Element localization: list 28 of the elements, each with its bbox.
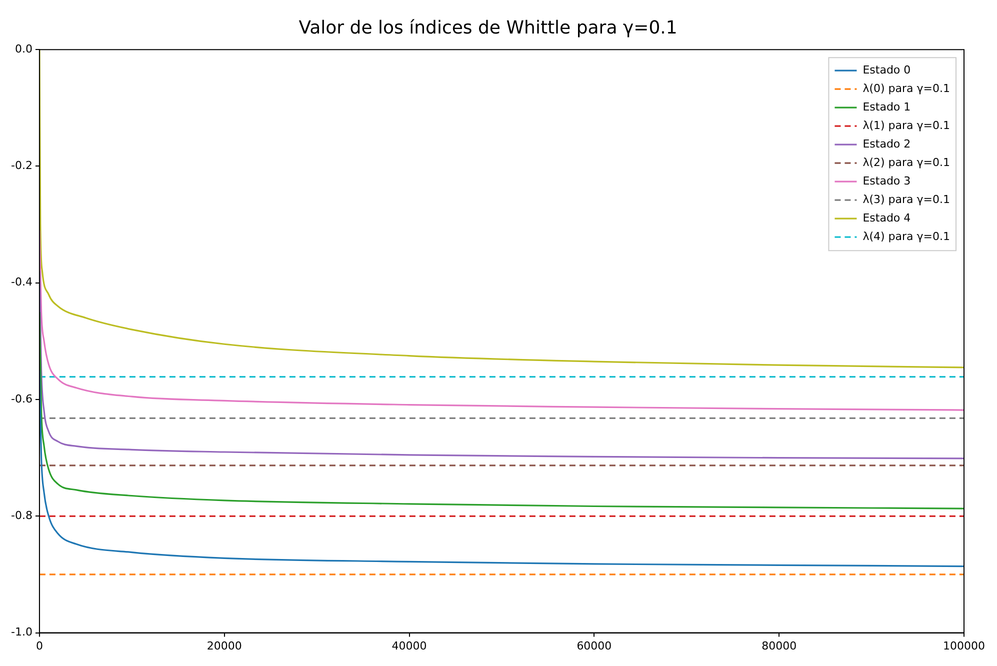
y-tick-label: -0.2 — [10, 159, 32, 172]
x-tick-label: 0 — [36, 639, 43, 652]
y-tick-label: -0.4 — [10, 276, 32, 289]
legend-label: λ(4) para γ=0.1 — [862, 230, 950, 243]
chart-title: Valor de los índices de Whittle para γ=0.1 — [298, 17, 678, 38]
legend-label: Estado 4 — [862, 211, 911, 224]
legend-label: Estado 2 — [862, 137, 911, 150]
line-series — [39, 230, 964, 411]
y-tick-label: -1.0 — [10, 626, 32, 639]
y-tick-label: -0.8 — [10, 509, 32, 522]
legend-label: λ(2) para γ=0.1 — [862, 156, 950, 169]
y-tick-label: -0.6 — [10, 392, 32, 406]
x-tick-label: 80000 — [762, 639, 797, 652]
line-series — [39, 50, 964, 368]
line-series — [39, 370, 964, 568]
line-series — [39, 270, 964, 460]
legend-label: Estado 1 — [862, 100, 911, 114]
x-tick-label: 100000 — [943, 639, 986, 652]
x-tick-label: 20000 — [206, 639, 242, 652]
x-tick-label: 40000 — [392, 639, 427, 652]
line-series — [39, 311, 964, 510]
legend-label: λ(0) para γ=0.1 — [862, 82, 950, 95]
y-tick-label: 0.0 — [14, 42, 32, 56]
legend-label: Estado 3 — [862, 174, 911, 188]
legend-label: λ(1) para γ=0.1 — [862, 118, 950, 132]
legend-label: Estado 0 — [862, 63, 911, 76]
x-tick-label: 60000 — [576, 639, 612, 652]
legend-label: λ(3) para γ=0.1 — [862, 192, 950, 206]
